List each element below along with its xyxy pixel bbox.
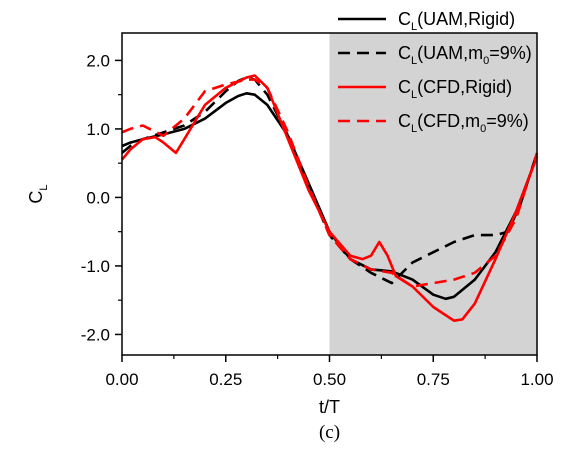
legend-entry-1: CL(UAM,Rigid) — [398, 9, 515, 33]
figure-caption: (c) — [319, 422, 340, 443]
series-line-2 — [121, 76, 539, 285]
y-axis-label: CL — [26, 184, 50, 203]
tick-layer: 0.00 0.25 0.50 0.75 1.00 2.0 1.0 0.0 -1.0 -2.0 — [81, 51, 554, 389]
legend-entry-4: CL(CFD,m0=9%) — [398, 111, 529, 135]
y-tick-label: 0.0 — [86, 188, 110, 207]
y-tick-label: -2.0 — [81, 325, 110, 344]
x-tick-label: 0.00 — [105, 370, 138, 389]
series-line-4 — [121, 78, 539, 288]
legend: CL(UAM,Rigid) CL(UAM,m0=9%) CL(CFD,Rigid) C… — [338, 9, 532, 135]
y-tick-label: 2.0 — [86, 51, 110, 70]
x-tick-label: 0.75 — [417, 370, 450, 389]
series-layer — [120, 74, 539, 323]
legend-entry-3: CL(CFD,Rigid) — [398, 77, 512, 101]
y-axis-label-main: C — [26, 191, 46, 204]
x-axis-label: t/T — [319, 397, 340, 417]
y-tick-label: 1.0 — [86, 120, 110, 139]
y-axis-label-sub: L — [38, 184, 50, 190]
x-tick-label: 0.25 — [209, 370, 242, 389]
legend-entry-2: CL(UAM,m0=9%) — [398, 43, 532, 67]
x-tick-label: 1.00 — [520, 370, 553, 389]
y-tick-label: -1.0 — [81, 257, 110, 276]
x-tick-label: 0.50 — [313, 370, 346, 389]
